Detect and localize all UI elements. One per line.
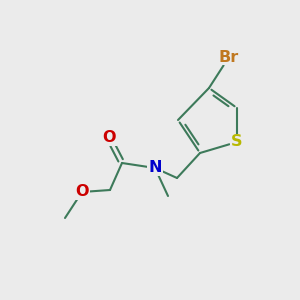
Text: Br: Br [219, 50, 239, 64]
Text: O: O [102, 130, 116, 146]
Text: N: N [148, 160, 162, 175]
Text: S: S [231, 134, 243, 149]
Text: O: O [75, 184, 89, 200]
